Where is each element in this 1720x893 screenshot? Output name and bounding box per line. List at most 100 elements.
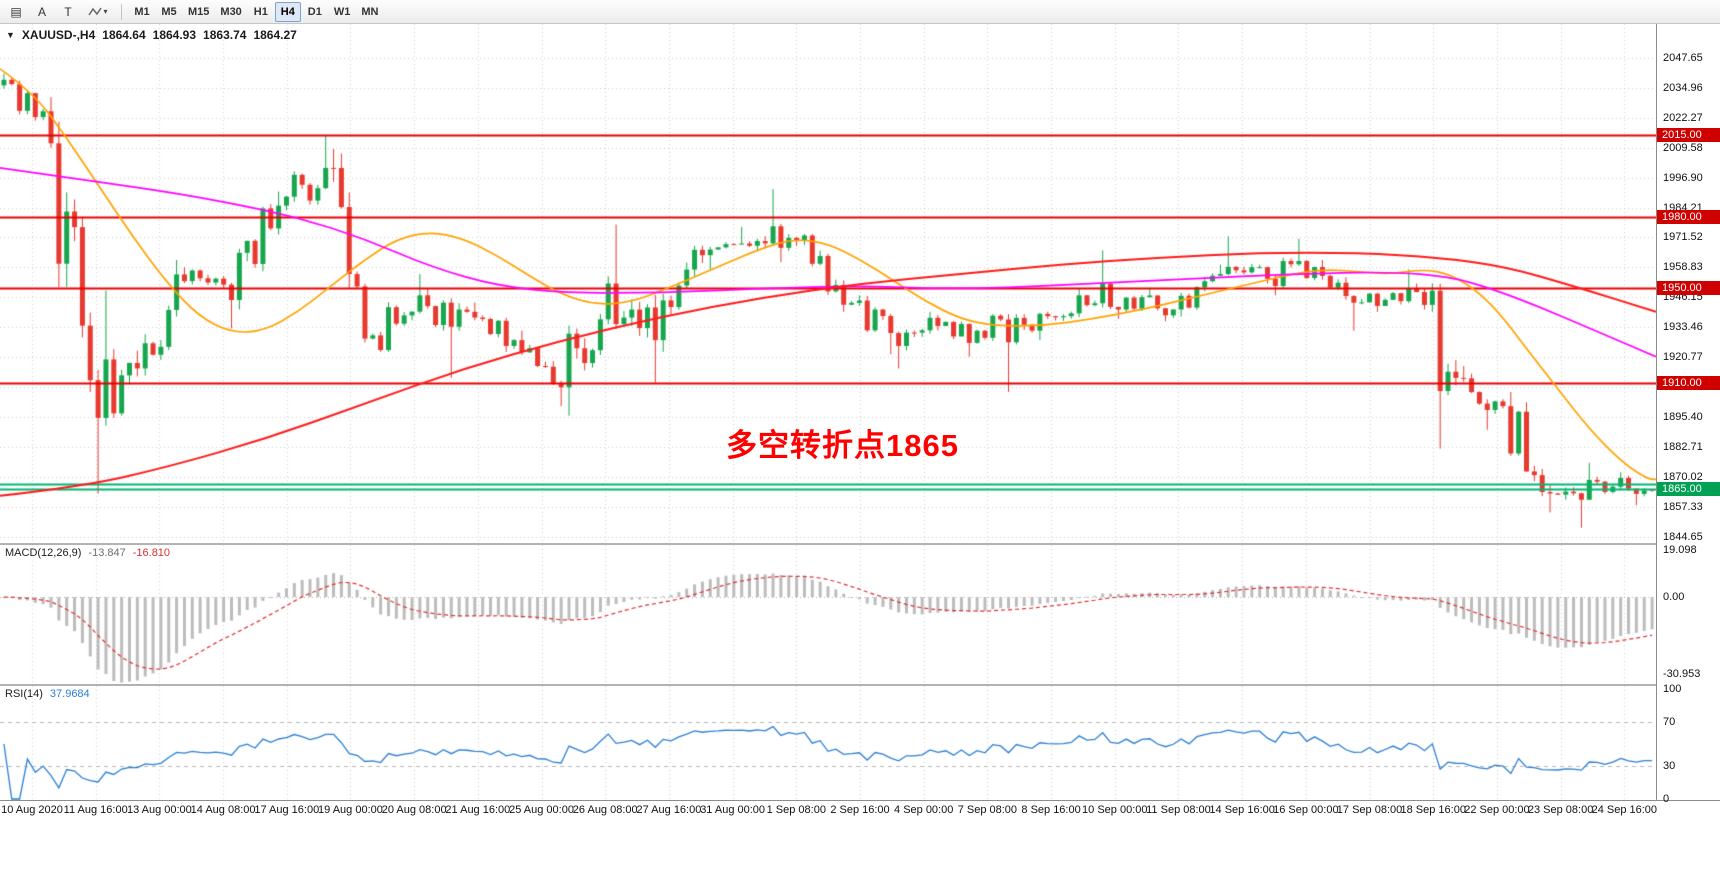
- price-axis-label: 2022.27: [1663, 111, 1703, 124]
- macd-label-line: MACD(12,26,9) -13.847 -16.810: [5, 547, 170, 559]
- panel-splitter-2[interactable]: [0, 684, 1720, 686]
- timeframe-button-w1[interactable]: W1: [329, 2, 356, 22]
- quote-low: 1863.74: [203, 28, 247, 42]
- time-axis-label: 26 Aug 08:00: [572, 804, 638, 816]
- line-studies-button[interactable]: ▾: [82, 2, 114, 22]
- rsi-label-line: RSI(14) 37.9684: [5, 688, 90, 700]
- price-axis-label: 1870.02: [1663, 470, 1703, 483]
- price-level-box: 1950.00: [1657, 281, 1720, 296]
- timeframe-button-d1[interactable]: D1: [302, 2, 328, 22]
- time-axis-label: 13 Aug 00:00: [126, 804, 192, 816]
- macd-axis-label: 0.00: [1663, 591, 1685, 604]
- timeframe-button-h1[interactable]: H1: [248, 2, 274, 22]
- quote-close: 1864.27: [253, 28, 297, 42]
- time-axis-label: 23 Sep 08:00: [1527, 804, 1594, 816]
- price-axis-label: 1920.77: [1663, 351, 1703, 364]
- toolbar-separator: [121, 3, 122, 20]
- time-axis-label: 14 Aug 08:00: [190, 804, 256, 816]
- time-axis-label: 17 Aug 16:00: [254, 804, 320, 816]
- window-background: [0, 820, 1720, 893]
- timeframe-button-m1[interactable]: M1: [129, 2, 155, 22]
- rsi-indicator-name: RSI(14): [5, 688, 43, 700]
- price-axis-label: 1857.33: [1663, 500, 1703, 513]
- panel-splitter[interactable]: [0, 543, 1720, 545]
- time-axis[interactable]: 10 Aug 2020 11 Aug 16:00 13 Aug 00:00 14 Au…: [0, 800, 1720, 821]
- time-axis-label: 7 Sep 08:00: [957, 804, 1018, 816]
- zigzag-line-icon: [88, 7, 103, 15]
- time-axis-label: 24 Sep 16:00: [1591, 804, 1658, 816]
- macd-panel: MACD(12,26,9) -13.847 -16.810: [0, 545, 1656, 684]
- rsi-axis-label: 70: [1663, 716, 1676, 728]
- one-click-trading-toggle[interactable]: ▼: [6, 30, 15, 40]
- symbol-title: XAUUSD-,H4: [21, 28, 96, 42]
- price-chart-panel: ▼ XAUUSD-,H4 1864.64 1864.93 1863.74 186…: [0, 24, 1656, 543]
- time-axis-label: 20 Aug 08:00: [381, 804, 447, 816]
- price-axis-label: 2047.65: [1663, 51, 1703, 64]
- price-axis-label: 1996.90: [1663, 171, 1703, 184]
- timeframe-button-m5[interactable]: M5: [156, 2, 182, 22]
- time-axis-label: 10 Sep 00:00: [1082, 804, 1148, 816]
- time-axis-label: 1 Sep 08:00: [766, 804, 826, 816]
- price-axis-label: 1882.71: [1663, 440, 1703, 453]
- price-axis-label: 2009.58: [1663, 141, 1703, 154]
- price-level-box: 2015.00: [1657, 127, 1720, 142]
- rsi-panel: RSI(14) 37.9684: [0, 686, 1656, 800]
- rsi-canvas[interactable]: [0, 686, 1656, 800]
- price-axis-label: 1895.40: [1663, 411, 1703, 424]
- quote-open: 1864.64: [102, 28, 146, 42]
- price-axis[interactable]: 2047.65 2034.96 2022.27 2009.58 1996.90 1984.…: [1656, 24, 1720, 805]
- timeframe-button-h4[interactable]: H4: [274, 1, 301, 22]
- time-axis-label: 25 Aug 00:00: [509, 804, 574, 816]
- macd-value-signal: -16.810: [132, 547, 171, 559]
- charts-bar-icon: ▤: [10, 4, 22, 19]
- macd-axis-label: -30.953: [1663, 667, 1701, 680]
- macd-indicator-name: MACD(12,26,9): [5, 547, 82, 559]
- price-axis-label: 1844.65: [1663, 530, 1703, 543]
- price-axis-label: 1933.46: [1663, 321, 1703, 334]
- rsi-axis-label: 0: [1663, 793, 1670, 805]
- price-axis-label: 1958.83: [1663, 261, 1703, 274]
- macd-canvas[interactable]: [0, 545, 1656, 684]
- time-axis-label: 11 Aug 16:00: [63, 804, 128, 816]
- price-chart-canvas[interactable]: [0, 24, 1656, 543]
- rsi-axis-label: 30: [1663, 760, 1676, 772]
- timeframe-button-m15[interactable]: M15: [183, 2, 214, 22]
- time-axis-label: 14 Sep 16:00: [1209, 804, 1275, 816]
- arrow-tool-button[interactable]: A: [30, 2, 54, 22]
- dropdown-caret-icon: ▾: [103, 6, 108, 16]
- time-axis-label: 31 Aug 00:00: [700, 804, 766, 816]
- chart-window: ▼ XAUUSD-,H4 1864.64 1864.93 1863.74 186…: [0, 24, 1720, 821]
- text-tool-icon: T: [64, 4, 72, 19]
- time-axis-label: 18 Sep 16:00: [1400, 804, 1466, 816]
- time-axis-label: 16 Sep 00:00: [1273, 804, 1339, 816]
- symbol-quote-line: ▼ XAUUSD-,H4 1864.64 1864.93 1863.74 186…: [6, 28, 297, 42]
- charts-bar-button[interactable]: ▤: [4, 2, 28, 22]
- price-level-box: 1910.00: [1657, 375, 1720, 390]
- time-axis-label: 21 Aug 16:00: [445, 804, 511, 816]
- time-axis-label: 27 Aug 16:00: [636, 804, 702, 816]
- price-axis-label: 2034.96: [1663, 81, 1703, 94]
- price-level-box: 1980.00: [1657, 210, 1720, 225]
- time-axis-label: 17 Sep 08:00: [1336, 804, 1403, 816]
- time-axis-label: 11 Sep 08:00: [1146, 804, 1211, 816]
- time-axis-label: 19 Aug 00:00: [318, 804, 383, 816]
- time-axis-label: 10 Aug 2020: [1, 804, 63, 816]
- macd-axis-label: 19.098: [1663, 543, 1697, 556]
- text-tool-button[interactable]: T: [56, 2, 80, 22]
- price-axis-label: 1971.52: [1663, 231, 1703, 244]
- arrow-cursor-icon: A: [37, 4, 46, 19]
- time-axis-label: 4 Sep 00:00: [894, 804, 954, 816]
- rsi-value: 37.9684: [49, 688, 90, 700]
- time-axis-label: 22 Sep 00:00: [1464, 804, 1530, 816]
- main-toolbar: ▤ A T ▾ M1 M5 M15 M30 H1 H4 D1 W1 MN: [0, 0, 1720, 24]
- macd-value-main: -13.847: [88, 547, 126, 559]
- timeframe-button-mn[interactable]: MN: [356, 2, 383, 22]
- quote-high: 1864.93: [152, 28, 197, 42]
- timeframe-toolbar: M1 M5 M15 M30 H1 H4 D1 W1 MN: [129, 1, 383, 22]
- time-axis-label: 8 Sep 16:00: [1021, 804, 1081, 816]
- rsi-axis-label: 100: [1663, 683, 1682, 695]
- price-level-box: 1865.00: [1657, 481, 1720, 496]
- time-axis-label: 2 Sep 16:00: [830, 804, 890, 816]
- chart-annotation-text[interactable]: 多空转折点1865: [726, 428, 959, 463]
- timeframe-button-m30[interactable]: M30: [215, 2, 246, 22]
